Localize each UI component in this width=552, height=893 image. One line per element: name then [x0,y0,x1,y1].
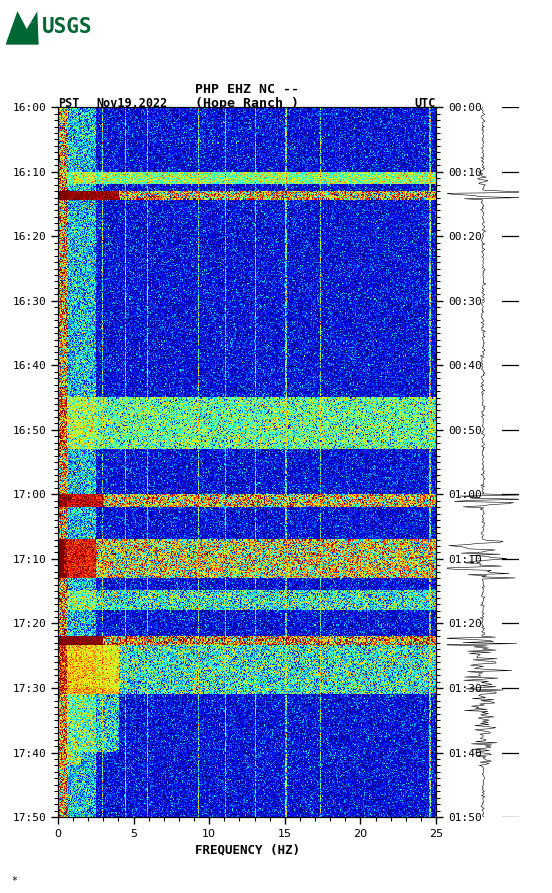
Text: PHP EHZ NC --: PHP EHZ NC -- [195,83,299,96]
Text: (Hope Ranch ): (Hope Ranch ) [195,96,299,110]
Text: Nov19,2022: Nov19,2022 [97,96,168,110]
Text: USGS: USGS [42,17,92,37]
Text: #006633: #006633 [28,22,34,23]
X-axis label: FREQUENCY (HZ): FREQUENCY (HZ) [194,843,300,856]
Text: *: * [11,876,17,886]
Polygon shape [6,12,39,45]
Text: UTC: UTC [415,96,436,110]
Text: PST: PST [58,96,79,110]
